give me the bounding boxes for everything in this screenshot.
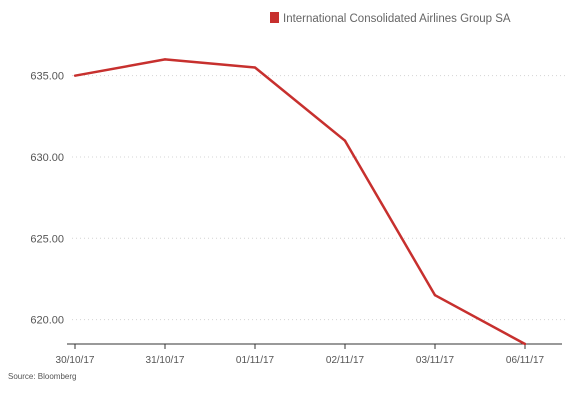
y-tick-label: 625.00 bbox=[30, 233, 64, 245]
source-note: Source: Bloomberg bbox=[8, 372, 77, 381]
y-axis-ticks: 620.00 625.00 630.00 635.00 bbox=[30, 71, 64, 327]
x-axis-ticks: 30/10/17 31/10/17 01/11/17 02/11/17 03/11/17… bbox=[56, 344, 545, 366]
x-tick-label: 30/10/17 bbox=[56, 355, 95, 366]
x-tick-label: 06/11/17 bbox=[506, 355, 545, 366]
data-point bbox=[343, 139, 347, 142]
y-tick-label: 635.00 bbox=[30, 71, 64, 83]
y-tick-label: 630.00 bbox=[30, 152, 64, 164]
y-tick-label: 620.00 bbox=[30, 315, 64, 327]
x-tick-label: 02/11/17 bbox=[326, 355, 365, 366]
x-tick-label: 01/11/17 bbox=[236, 355, 275, 366]
legend-label: International Consolidated Airlines Grou… bbox=[283, 13, 511, 25]
data-point bbox=[523, 342, 527, 346]
gridlines bbox=[72, 75, 565, 321]
series-line bbox=[74, 58, 526, 346]
x-tick-label: 03/11/17 bbox=[416, 355, 455, 366]
data-point bbox=[163, 58, 167, 61]
data-point bbox=[433, 294, 437, 297]
data-point bbox=[253, 66, 257, 69]
legend: International Consolidated Airlines Grou… bbox=[270, 12, 511, 25]
legend-swatch bbox=[270, 12, 279, 23]
data-point bbox=[73, 74, 77, 77]
series-layer bbox=[73, 58, 527, 346]
x-tick-label: 31/10/17 bbox=[146, 355, 185, 366]
